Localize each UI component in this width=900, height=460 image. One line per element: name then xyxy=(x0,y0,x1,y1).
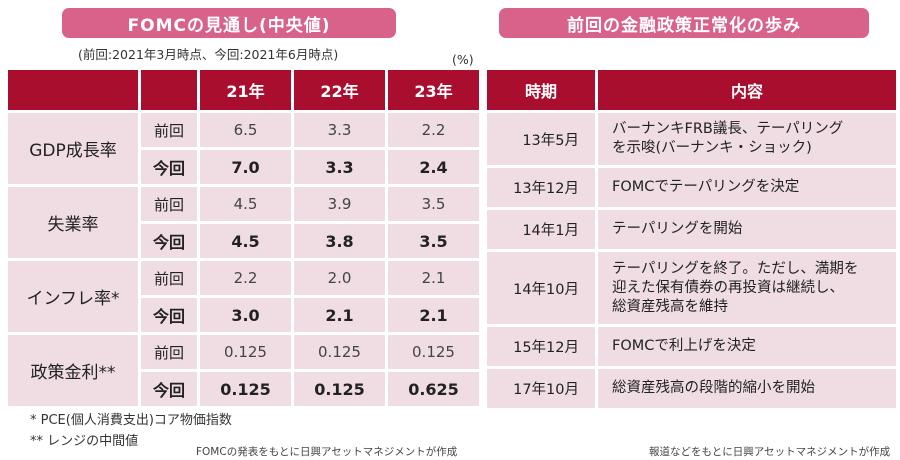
table-row: 13年12月 FOMCでテーパリングを決定 xyxy=(487,168,896,207)
value-cell: 0.125 xyxy=(200,372,291,406)
value-cell: 2.1 xyxy=(294,298,385,332)
value-cell: 0.125 xyxy=(200,335,291,369)
content-line: 総資産残高を維持 xyxy=(612,298,728,315)
metric-label: 失業率 xyxy=(8,187,138,258)
content-cell: 総資産残高の段階的縮小を開始 xyxy=(598,369,896,408)
value-cell: 0.625 xyxy=(388,372,479,406)
content-cell: テーパリングを開始 xyxy=(598,210,896,249)
table-row: 15年12月 FOMCで利上げを決定 xyxy=(487,327,896,366)
cur-label: 今回 xyxy=(141,150,197,184)
content-cell: バーナンキFRB議長、テーパリング を示唆(バーナンキ・ショック) xyxy=(598,113,896,165)
value-cell: 4.5 xyxy=(200,224,291,258)
source-note-right: 報道などをもとに日興アセットマネジメントが作成 xyxy=(649,446,891,458)
content-line: FOMCでテーパリングを決定 xyxy=(612,179,800,195)
table-row: 13年5月 バーナンキFRB議長、テーパリング を示唆(バーナンキ・ショック) xyxy=(487,113,896,165)
content-line: 総資産残高の段階的縮小を開始 xyxy=(612,380,815,396)
content-line: テーパリングを開始 xyxy=(612,221,743,237)
value-cell: 3.9 xyxy=(294,187,385,221)
prev-label: 前回 xyxy=(141,261,197,295)
prev-label: 前回 xyxy=(141,113,197,147)
table-row: 今回 3.0 2.1 2.1 xyxy=(8,298,479,332)
metric-label: インフレ率* xyxy=(8,261,138,332)
source-note-left: FOMCの発表をもとに日興アセットマネジメントが作成 xyxy=(196,446,458,458)
header-row: 21年 22年 23年 xyxy=(8,70,479,110)
value-cell: 2.2 xyxy=(200,261,291,295)
period-cell: 13年5月 xyxy=(487,113,595,165)
period-cell: 13年12月 xyxy=(487,168,595,207)
table-row: 今回 0.125 0.125 0.625 xyxy=(8,372,479,406)
table-row: 14年1月 テーパリングを開始 xyxy=(487,210,896,249)
header-period: 時期 xyxy=(487,70,595,110)
value-cell: 3.3 xyxy=(294,150,385,184)
cur-label: 今回 xyxy=(141,224,197,258)
table-row: 14年10月 テーパリングを終了。ただし、満期を 迎えた保有債券の再投資は継続し… xyxy=(487,252,896,324)
content-cell: テーパリングを終了。ただし、満期を 迎えた保有債券の再投資は継続し、 総資産残高… xyxy=(598,252,896,324)
period-cell: 14年1月 xyxy=(487,210,595,249)
header-content: 内容 xyxy=(598,70,896,110)
content-line: バーナンキFRB議長、テーパリング xyxy=(612,121,844,137)
content-cell: FOMCで利上げを決定 xyxy=(598,327,896,366)
value-cell: 2.4 xyxy=(388,150,479,184)
header-row: 時期 内容 xyxy=(487,70,896,110)
unit-label: (%) xyxy=(452,52,474,67)
fomc-outlook-banner: FOMCの見通し(中央値) xyxy=(62,8,396,38)
prev-label: 前回 xyxy=(141,335,197,369)
header-year: 23年 xyxy=(388,70,479,110)
cur-label: 今回 xyxy=(141,298,197,332)
value-cell: 3.3 xyxy=(294,113,385,147)
footnote-pce: * PCE(個人消費支出)コア物価指数 xyxy=(30,413,232,428)
normalization-history-table: 時期 内容 13年5月 バーナンキFRB議長、テーパリング を示唆(バーナンキ・… xyxy=(484,67,899,411)
table-row: 今回 7.0 3.3 2.4 xyxy=(8,150,479,184)
footnote-range: ** レンジの中間値 xyxy=(30,434,139,449)
table-row: 失業率 前回 4.5 3.9 3.5 xyxy=(8,187,479,258)
content-line: テーパリングを終了。ただし、満期を xyxy=(612,260,859,277)
value-cell: 2.0 xyxy=(294,261,385,295)
value-cell: 4.5 xyxy=(200,187,291,221)
value-cell: 3.5 xyxy=(388,224,479,258)
normalization-history-banner: 前回の金融政策正常化の歩み xyxy=(499,8,869,38)
table-row: GDP成長率 前回 6.5 3.3 2.2 xyxy=(8,113,479,184)
table-row: インフレ率* 前回 2.2 2.0 2.1 xyxy=(8,261,479,332)
metric-label: 政策金利** xyxy=(8,335,138,406)
header-year: 21年 xyxy=(200,70,291,110)
header-year: 22年 xyxy=(294,70,385,110)
value-cell: 3.5 xyxy=(388,187,479,221)
value-cell: 0.125 xyxy=(388,335,479,369)
value-cell: 0.125 xyxy=(294,372,385,406)
cur-label: 今回 xyxy=(141,372,197,406)
as-of-note: (前回:2021年3月時点、今回:2021年6月時点) xyxy=(78,47,339,62)
table-row: 政策金利** 前回 0.125 0.125 0.125 xyxy=(8,335,479,406)
value-cell: 2.2 xyxy=(388,113,479,147)
table-row: 17年10月 総資産残高の段階的縮小を開始 xyxy=(487,369,896,408)
period-cell: 15年12月 xyxy=(487,327,595,366)
header-blank xyxy=(141,70,197,110)
value-cell: 2.1 xyxy=(388,298,479,332)
content-line: 迎えた保有債券の再投資は継続し、 xyxy=(612,279,844,296)
period-cell: 14年10月 xyxy=(487,252,595,324)
value-cell: 3.0 xyxy=(200,298,291,332)
value-cell: 3.8 xyxy=(294,224,385,258)
value-cell: 7.0 xyxy=(200,150,291,184)
content-cell: FOMCでテーパリングを決定 xyxy=(598,168,896,207)
content-line: FOMCで利上げを決定 xyxy=(612,338,756,354)
prev-label: 前回 xyxy=(141,187,197,221)
value-cell: 2.1 xyxy=(388,261,479,295)
value-cell: 0.125 xyxy=(294,335,385,369)
metric-label: GDP成長率 xyxy=(8,113,138,184)
content-line: を示唆(バーナンキ・ショック) xyxy=(612,140,812,156)
period-cell: 17年10月 xyxy=(487,369,595,408)
value-cell: 6.5 xyxy=(200,113,291,147)
table-row: 今回 4.5 3.8 3.5 xyxy=(8,224,479,258)
header-blank xyxy=(8,70,138,110)
fomc-projection-table: 21年 22年 23年 GDP成長率 前回 6.5 3.3 2.2 今回 7.0… xyxy=(5,67,482,409)
